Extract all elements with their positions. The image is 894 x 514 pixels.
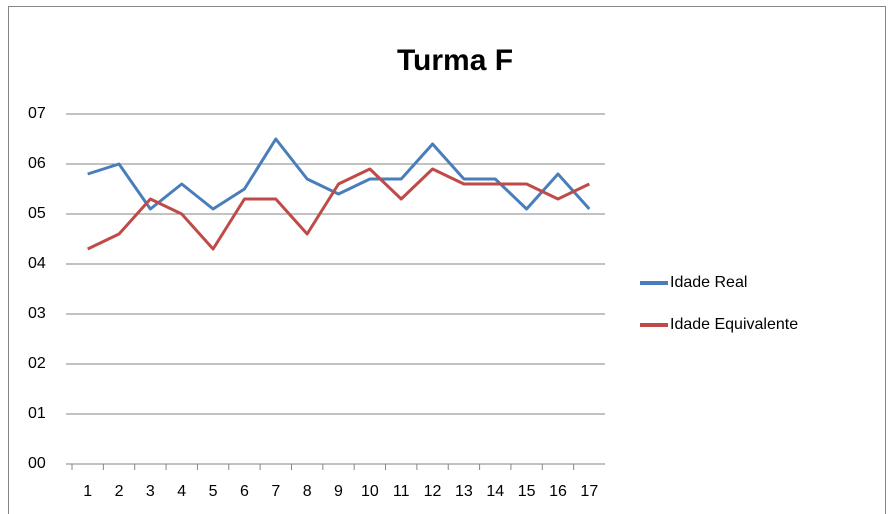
y-tick-label: 00 [28, 455, 46, 472]
x-tick-label: 11 [393, 483, 410, 500]
x-tick-label: 16 [549, 483, 567, 500]
x-tick-label: 6 [240, 483, 249, 500]
x-tick-label: 13 [455, 483, 473, 500]
x-tick-label: 8 [303, 483, 312, 500]
legend-label: Idade Equivalente [670, 316, 798, 333]
x-tick-label: 7 [271, 483, 280, 500]
y-tick-label: 06 [28, 155, 46, 172]
legend-label: Idade Real [670, 274, 747, 291]
y-tick-label: 04 [28, 255, 46, 272]
x-tick-label: 1 [83, 483, 92, 500]
chart-border [8, 6, 886, 514]
x-tick-label: 10 [361, 483, 379, 500]
y-tick-label: 05 [28, 205, 46, 222]
y-tick-label: 03 [28, 305, 46, 322]
x-tick-label: 14 [486, 483, 504, 500]
y-tick-label: 01 [28, 405, 46, 422]
chart-title: Turma F [397, 44, 513, 77]
x-tick-label: 4 [177, 483, 186, 500]
x-tick-label: 5 [209, 483, 218, 500]
series-line [87, 137, 591, 211]
series-line [87, 167, 590, 251]
x-tick-label: 12 [424, 483, 442, 500]
y-tick-label: 02 [28, 355, 46, 372]
x-tick-label: 17 [580, 483, 598, 500]
x-tick-label: 15 [518, 483, 536, 500]
y-tick-label: 07 [28, 105, 46, 122]
x-tick-label: 2 [115, 483, 124, 500]
x-tick-label: 3 [146, 483, 155, 500]
x-tick-label: 9 [334, 483, 343, 500]
